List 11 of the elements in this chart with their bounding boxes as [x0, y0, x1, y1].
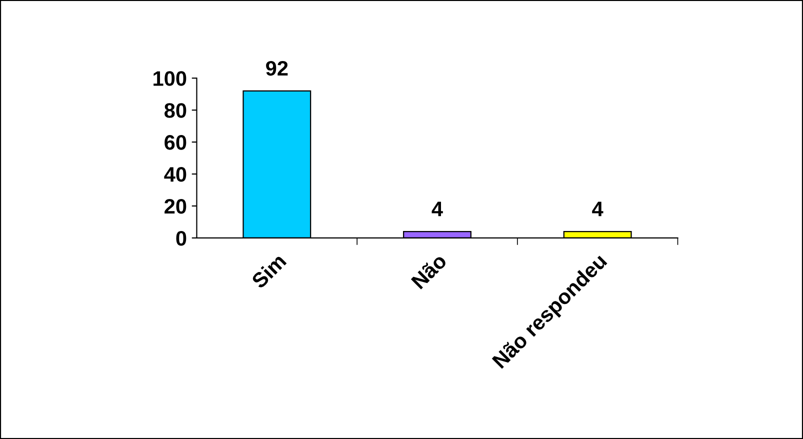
x-tick-label: Não	[410, 252, 448, 290]
data-label: 4	[592, 202, 604, 216]
data-label: 4	[432, 202, 443, 216]
data-label: 92	[266, 60, 288, 76]
y-tick-label: 40	[164, 167, 186, 182]
x-tick-label: Sim	[250, 252, 287, 290]
y-tick-label: 80	[164, 103, 186, 118]
y-tick-label: 60	[164, 135, 186, 150]
y-tick-label: 20	[164, 198, 186, 214]
y-tick-label: 0	[176, 230, 186, 246]
y-tick-label: 100	[154, 71, 186, 86]
